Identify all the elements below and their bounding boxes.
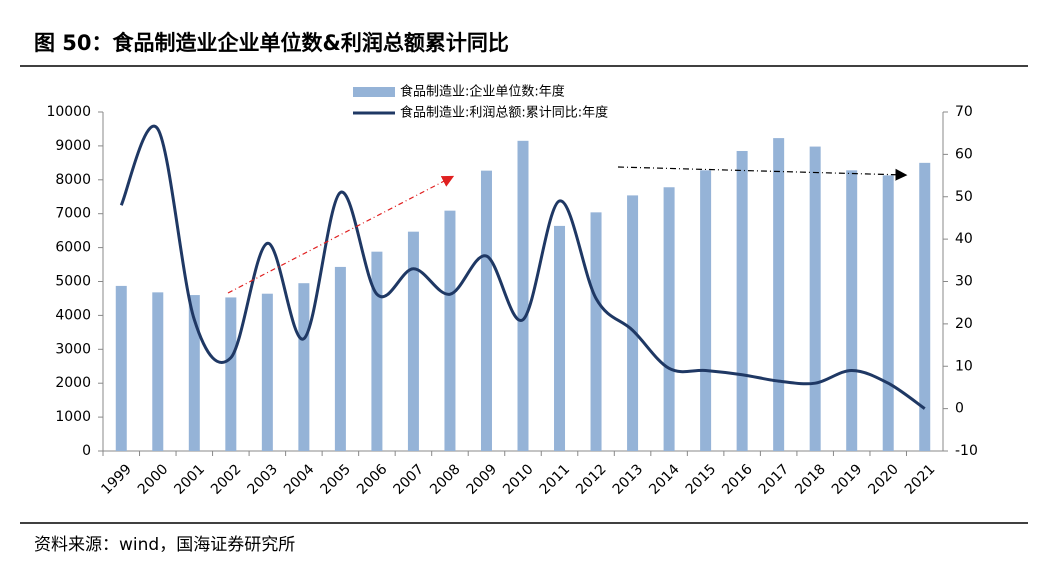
y2-tick-label: 60 [955, 146, 973, 162]
bar [846, 170, 858, 452]
bar [663, 187, 675, 451]
y2-tick-label: -10 [955, 443, 978, 459]
y-tick-label: 9000 [55, 138, 91, 154]
bar [371, 251, 383, 451]
bar [517, 140, 529, 451]
x-tick-label: 2005 [318, 461, 355, 498]
x-tick-label: 2001 [171, 461, 208, 498]
x-tick-label: 2004 [281, 461, 318, 498]
y-tick-label: 2000 [55, 375, 91, 391]
x-tick-label: 1999 [98, 461, 135, 498]
x-tick-label: 2018 [792, 461, 829, 498]
bar [225, 297, 237, 451]
bar [188, 295, 200, 451]
x-tick-label: 2011 [537, 461, 574, 498]
y2-tick-label: 40 [955, 231, 973, 247]
y-tick-label: 4000 [55, 307, 91, 323]
chart-title: 图 50：食品制造业企业单位数&利润总额累计同比 [34, 31, 509, 55]
x-tick-label: 2021 [902, 461, 939, 498]
x-tick-label: 2019 [829, 461, 866, 498]
bar [700, 170, 712, 452]
x-tick-label: 2017 [756, 461, 793, 498]
x-tick-label: 2007 [391, 461, 428, 498]
x-tick-label: 2003 [244, 461, 281, 498]
plot: 0100020003000400050006000700080009000100… [46, 84, 977, 498]
bar [115, 285, 127, 451]
x-tick-label: 2012 [573, 461, 610, 498]
y-tick-label: 10000 [46, 104, 91, 120]
bar [444, 210, 456, 451]
y2-tick-label: 20 [955, 316, 973, 332]
bar [882, 175, 894, 451]
x-tick-label: 2006 [354, 461, 391, 498]
x-tick-label: 2008 [427, 461, 464, 498]
x-tick-label: 2014 [646, 461, 683, 498]
trend-arrow [617, 166, 908, 181]
y2-tick-label: 30 [955, 274, 973, 290]
bar [334, 266, 346, 451]
x-tick-label: 2009 [464, 461, 501, 498]
x-tick-label: 2000 [135, 461, 172, 498]
bar [152, 292, 164, 451]
bar [407, 231, 419, 451]
y-tick-label: 5000 [55, 274, 91, 290]
bar [298, 283, 310, 451]
bar [554, 225, 566, 451]
x-tick-label: 2016 [719, 461, 756, 498]
x-tick-label: 2002 [208, 461, 245, 498]
bar [627, 195, 639, 451]
bar [480, 170, 492, 451]
y-tick-label: 8000 [55, 172, 91, 188]
bar [590, 212, 602, 451]
bar [261, 293, 273, 451]
bar [736, 150, 748, 452]
legend-swatch [353, 87, 395, 97]
y-tick-label: 0 [82, 443, 91, 459]
x-tick-label: 2013 [610, 461, 647, 498]
line [119, 124, 926, 410]
x-tick-label: 2015 [683, 461, 720, 498]
y-tick-label: 7000 [55, 206, 91, 222]
y2-tick-label: 50 [955, 189, 973, 205]
bar [809, 146, 821, 451]
y2-tick-label: 70 [955, 104, 973, 120]
y2-tick-label: 0 [955, 401, 964, 417]
x-tick-label: 2020 [865, 461, 902, 498]
y2-tick-label: 10 [955, 358, 973, 374]
legend-label: 食品制造业:企业单位数:年度 [400, 84, 565, 100]
x-tick-label: 2010 [500, 461, 537, 498]
y-tick-label: 1000 [55, 409, 91, 425]
y-tick-label: 6000 [55, 240, 91, 256]
bar [773, 138, 785, 451]
legend-label: 食品制造业:利润总额:累计同比:年度 [400, 105, 608, 121]
source-note: 资料来源：wind，国海证券研究所 [34, 535, 295, 555]
y-tick-label: 3000 [55, 341, 91, 357]
bar [919, 162, 931, 451]
